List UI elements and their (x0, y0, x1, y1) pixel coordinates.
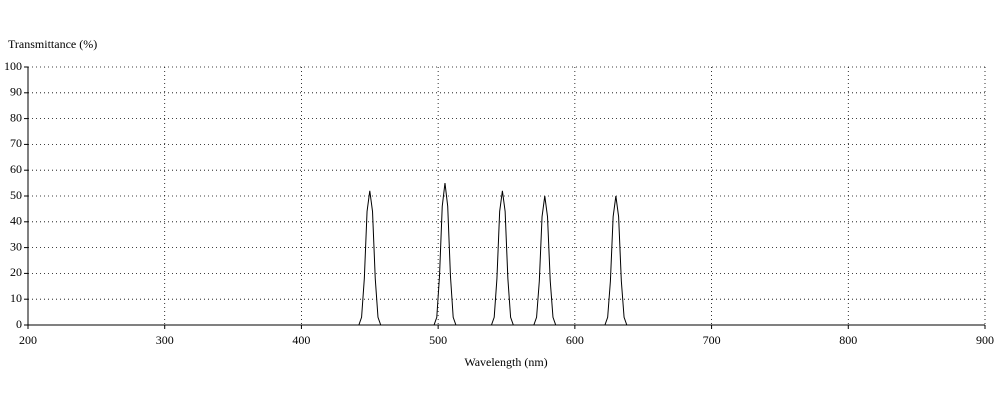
y-tick-label: 0 (16, 317, 22, 331)
x-tick-label: 300 (156, 333, 174, 347)
y-tick-label: 30 (10, 239, 22, 253)
y-tick-label: 20 (10, 265, 22, 279)
x-tick-label: 600 (566, 333, 584, 347)
x-tick-label: 500 (429, 333, 447, 347)
spectrum-line (28, 183, 985, 326)
y-tick-label: 60 (10, 162, 22, 176)
y-axis-label: Transmittance (%) (8, 37, 97, 51)
x-axis-label: Wavelength (nm) (464, 355, 547, 369)
x-tick-label: 700 (703, 333, 721, 347)
x-tick-label: 200 (19, 333, 37, 347)
y-tick-label: 50 (10, 188, 22, 202)
y-tick-label: 90 (10, 85, 22, 99)
x-tick-label: 800 (839, 333, 857, 347)
x-tick-label: 400 (292, 333, 310, 347)
x-tick-label: 900 (976, 333, 994, 347)
y-tick-label: 80 (10, 110, 22, 124)
y-tick-label: 70 (10, 136, 22, 150)
y-tick-label: 100 (4, 59, 22, 73)
y-tick-label: 10 (10, 291, 22, 305)
y-tick-label: 40 (10, 214, 22, 228)
